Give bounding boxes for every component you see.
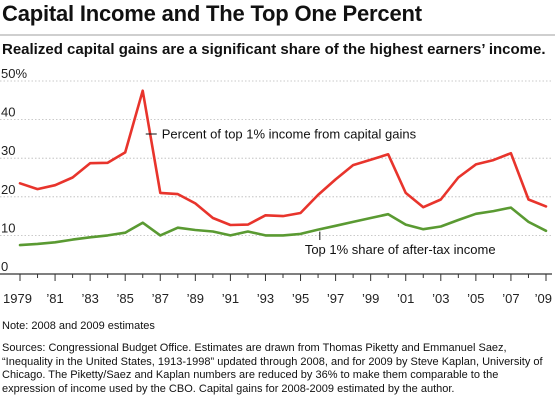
chart-note: Note: 2008 and 2009 estimates [2, 320, 155, 332]
x-tick-label: 1979 [3, 291, 32, 306]
y-tick-label: 0 [1, 259, 8, 274]
x-tick-label: ’83 [81, 291, 98, 306]
x-tick-label: ’99 [362, 291, 379, 306]
y-axis-tick-labels: 0 10 20 30 40 50% [1, 66, 27, 274]
y-tick-label: 20 [1, 182, 15, 197]
annotations: Percent of top 1% income from capital ga… [145, 127, 496, 257]
x-tick-label: ’93 [257, 291, 274, 306]
after-tax-income-share-line [18, 206, 548, 247]
x-tick-label: ’81 [46, 291, 63, 306]
chart-title: Capital Income and The Top One Percent [2, 1, 422, 26]
y-tick-label: 30 [1, 143, 15, 158]
x-axis-ticks: 1979 ’81 ’83 ’85 ’87 ’89 ’91 ’93 ’95 ’97 ’99 ’01 ’03… [3, 274, 552, 306]
chart-subtitle: Realized capital gains are a significant… [2, 41, 546, 58]
x-tick-label: ’85 [117, 291, 134, 306]
sources-text: Sources: Congressional Budget Office. Es… [2, 342, 543, 395]
x-tick-label: ’09 [535, 291, 552, 306]
x-tick-label: ’01 [397, 291, 414, 306]
y-tick-label: 40 [1, 105, 15, 120]
x-tick-label: ’05 [467, 291, 484, 306]
x-tick-label: ’89 [187, 291, 204, 306]
annotation-after-tax-share: Top 1% share of after-tax income [305, 242, 496, 257]
x-tick-label: ’95 [292, 291, 309, 306]
title-divider [0, 34, 555, 36]
series-lines [18, 89, 548, 247]
y-tick-label: 10 [1, 220, 15, 235]
capital-gains-share-line [18, 89, 548, 227]
y-tick-label: 50% [1, 66, 27, 81]
x-tick-label: ’07 [502, 291, 519, 306]
x-tick-label: ’97 [327, 291, 344, 306]
x-tick-label: ’03 [432, 291, 449, 306]
annotation-capital-gains: Percent of top 1% income from capital ga… [162, 127, 417, 142]
gridlines [0, 80, 552, 275]
x-tick-label: ’87 [152, 291, 169, 306]
x-tick-label: ’91 [222, 291, 239, 306]
